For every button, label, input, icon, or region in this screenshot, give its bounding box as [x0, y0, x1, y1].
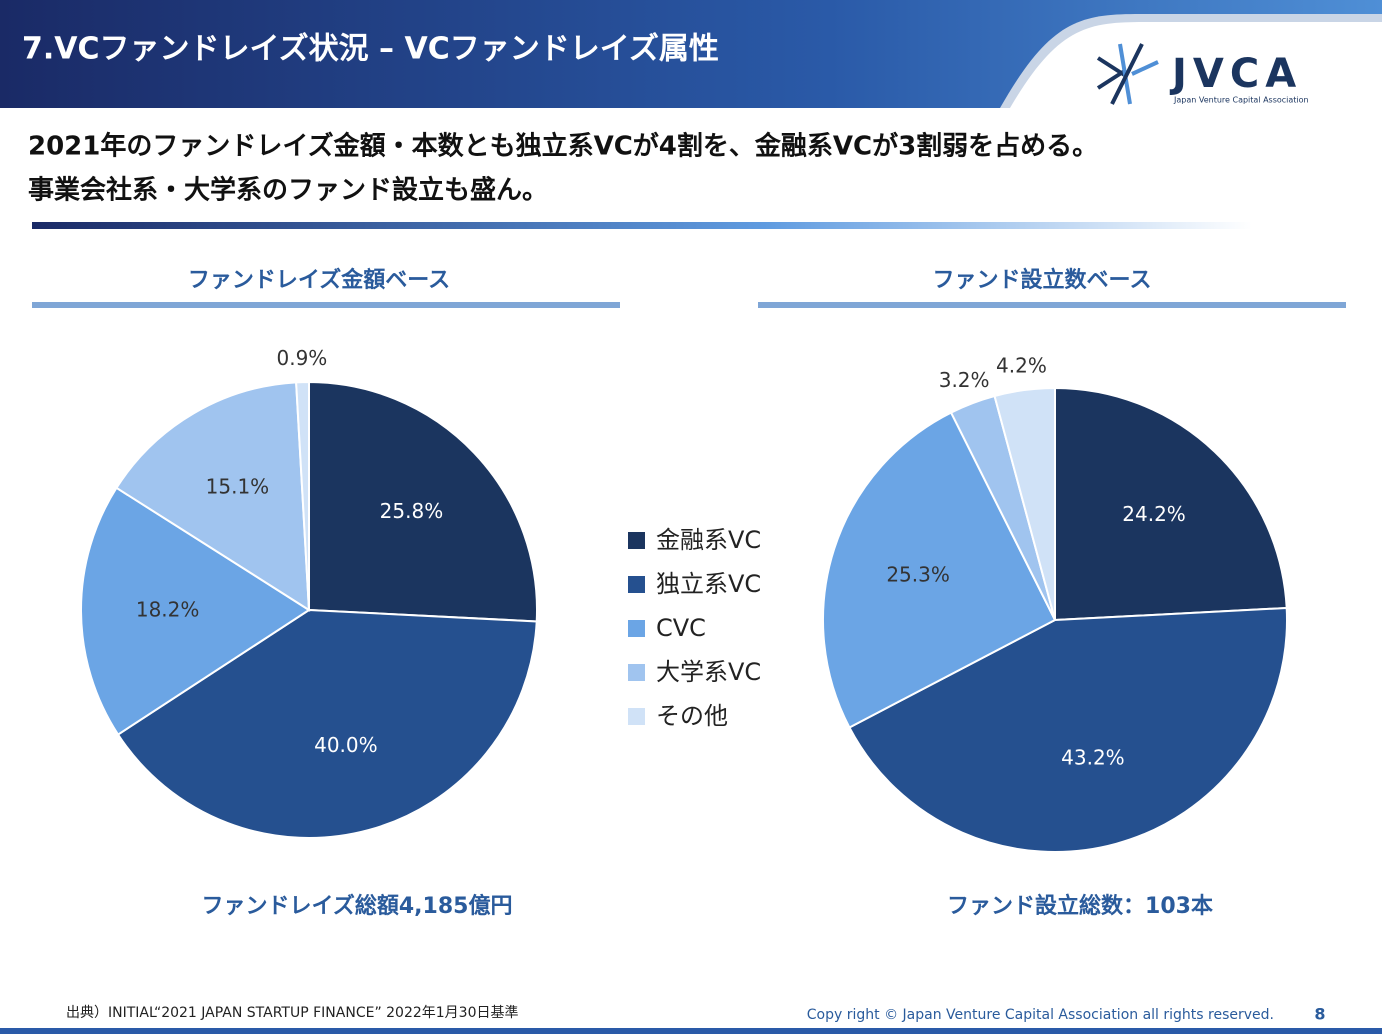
logo-text: JVCA — [1169, 51, 1302, 97]
legend-label: 大学系VC — [656, 658, 761, 686]
legend-label: 独立系VC — [656, 570, 761, 598]
pie-slice — [993, 386, 1056, 621]
legend-swatch — [628, 664, 645, 681]
copyright: Copy right © Japan Venture Capital Assoc… — [807, 1007, 1274, 1023]
legend-label: その他 — [656, 702, 728, 730]
headline: 2021年のファンドレイズ金額・本数とも独立系VCが4割を、金融系VCが3割弱を… — [28, 131, 1098, 162]
logo-mark — [1096, 43, 1159, 105]
chart-annotation: ファンド設立総数：103本 — [947, 893, 1213, 919]
chart-annotation: ファンドレイズ総額4,185億円 — [202, 893, 513, 919]
logo-subtext: Japan Venture Capital Association — [1173, 96, 1309, 105]
subtitle-rule — [758, 302, 1346, 308]
data-label: 25.3% — [886, 562, 950, 586]
legend-label: CVC — [656, 614, 706, 642]
subtitle-rule — [32, 302, 620, 308]
pie-slice — [1054, 386, 1288, 622]
legend-label: 金融系VC — [656, 526, 761, 554]
data-label: 4.2% — [996, 354, 1047, 378]
chart-subtitle: ファンド設立数ベース — [933, 267, 1152, 293]
data-label: 18.2% — [136, 597, 200, 621]
footer-bar — [0, 1028, 1382, 1034]
legend-swatch — [628, 708, 645, 725]
slide-title: 7.VCファンドレイズ状況 – VCファンドレイズ属性 — [22, 32, 719, 67]
data-label: 15.1% — [206, 475, 270, 499]
legend-swatch — [628, 620, 645, 637]
pie-slice — [115, 381, 311, 612]
headline-rule — [32, 222, 1252, 229]
headline: 事業会社系・大学系のファンド設立も盛ん。 — [28, 175, 548, 206]
legend-swatch — [628, 576, 645, 593]
pie-slice — [308, 380, 538, 623]
legend-swatch — [628, 532, 645, 549]
pie-slice — [295, 380, 310, 611]
source: 出典）INITIAL“2021 JAPAN STARTUP FINANCE” 2… — [66, 1004, 519, 1021]
data-label: 40.0% — [314, 733, 378, 757]
data-label: 3.2% — [939, 368, 990, 392]
pie-slice — [80, 486, 311, 736]
data-label: 0.9% — [277, 346, 328, 370]
pie-slice — [848, 606, 1289, 853]
page-number: 8 — [1314, 1005, 1325, 1024]
pie-slice — [822, 411, 1057, 729]
data-label: 43.2% — [1061, 745, 1125, 769]
data-label: 25.8% — [380, 499, 444, 523]
chart-subtitle: ファンドレイズ金額ベース — [188, 267, 450, 293]
data-label: 24.2% — [1122, 502, 1186, 526]
